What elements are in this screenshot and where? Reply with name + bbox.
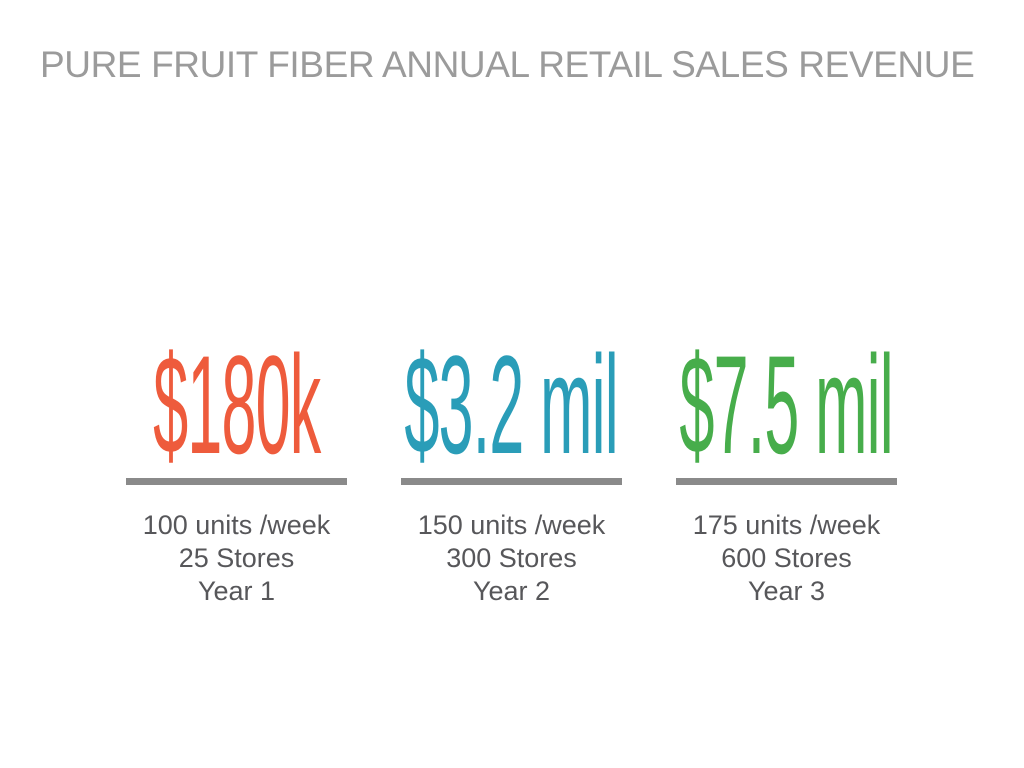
- year-label: Year 3: [747, 576, 826, 606]
- units-per-week: 175 units /week: [692, 510, 881, 540]
- divider-bar: [126, 478, 347, 485]
- store-count: 25 Stores: [178, 543, 295, 573]
- store-count: 600 Stores: [721, 543, 852, 573]
- amount-wrap: $3.2 mil: [401, 335, 622, 475]
- year-label: Year 2: [472, 576, 551, 606]
- revenue-column-year1: $180k 100 units /week 25 Stores Year 1: [126, 335, 347, 608]
- amount-wrap: $7.5 mil: [676, 335, 897, 475]
- revenue-amount: $180k: [152, 326, 321, 483]
- caption: 100 units /week 25 Stores Year 1: [143, 509, 331, 608]
- divider-bar: [401, 478, 622, 485]
- units-per-week: 150 units /week: [417, 510, 606, 540]
- revenue-amount: $7.5 mil: [679, 326, 894, 483]
- store-count: 300 Stores: [446, 543, 577, 573]
- amount-wrap: $180k: [126, 335, 347, 475]
- revenue-columns: $180k 100 units /week 25 Stores Year 1 $…: [126, 335, 897, 608]
- revenue-column-year3: $7.5 mil 175 units /week 600 Stores Year…: [676, 335, 897, 608]
- revenue-amount: $3.2 mil: [404, 326, 619, 483]
- slide-title: PURE FRUIT FIBER ANNUAL RETAIL SALES REV…: [40, 44, 975, 85]
- revenue-column-year2: $3.2 mil 150 units /week 300 Stores Year…: [401, 335, 622, 608]
- year-label: Year 1: [197, 576, 276, 606]
- units-per-week: 100 units /week: [142, 510, 331, 540]
- divider-bar: [676, 478, 897, 485]
- caption: 150 units /week 300 Stores Year 2: [418, 509, 606, 608]
- caption: 175 units /week 600 Stores Year 3: [693, 509, 881, 608]
